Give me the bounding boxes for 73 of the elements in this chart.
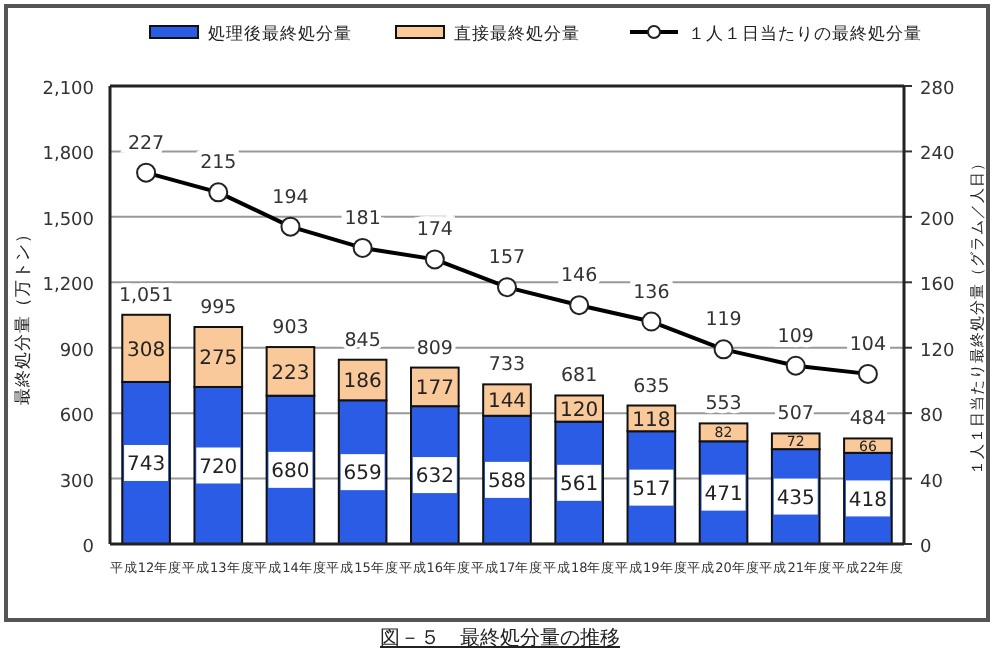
y-tick-label: 300 xyxy=(59,472,95,493)
data-label: 177 xyxy=(415,378,454,401)
y-tick-label: 1,800 xyxy=(42,145,95,166)
data-label: 120 xyxy=(560,399,599,422)
data-label: 181 xyxy=(344,207,381,230)
data-label: 109 xyxy=(777,325,814,348)
data-label: 119 xyxy=(705,309,742,332)
y-tick-label: 0 xyxy=(82,538,95,558)
data-label: 186 xyxy=(343,371,382,394)
point xyxy=(713,339,734,360)
y2-tick-label: 0 xyxy=(920,538,932,558)
data-label: 227 xyxy=(127,132,165,155)
text: 図－５ 最終処分量の推移 xyxy=(380,626,620,650)
legend-label: 処理後最終処分量 xyxy=(208,23,352,45)
total-label: 681 xyxy=(561,365,598,388)
data-label: 144 xyxy=(487,391,527,414)
y-tick-label: 900 xyxy=(59,341,95,362)
data-label: 743 xyxy=(127,454,166,477)
data-label: 275 xyxy=(199,348,238,371)
legend-label: 直接最終処分量 xyxy=(454,23,580,45)
data-label: 215 xyxy=(200,152,237,175)
data-label: 471 xyxy=(704,483,743,506)
total-label: 845 xyxy=(344,329,381,352)
data-label: 194 xyxy=(272,186,309,209)
y-tick-label: 1,200 xyxy=(42,276,95,297)
total-label: 809 xyxy=(416,337,453,360)
data-label: 680 xyxy=(271,461,310,484)
data-label: 632 xyxy=(415,466,454,489)
data-label: 561 xyxy=(560,474,599,497)
y2-tick-label: 240 xyxy=(920,145,955,166)
total-label: 733 xyxy=(488,354,526,377)
y2-tick-label: 80 xyxy=(920,407,944,428)
data-label: 517 xyxy=(632,478,671,501)
y2-tick-label: 120 xyxy=(920,341,955,362)
data-label: 659 xyxy=(343,463,382,486)
data-label: 136 xyxy=(633,281,670,304)
data-label: 435 xyxy=(776,487,815,510)
y2-tick-label: 160 xyxy=(920,276,955,297)
point xyxy=(569,295,590,316)
data-label: 174 xyxy=(416,219,453,242)
total-label: 507 xyxy=(777,403,814,426)
data-label: 146 xyxy=(561,265,598,288)
y2-tick-label: 200 xyxy=(920,210,955,231)
total-label: 1,051 xyxy=(118,284,174,307)
data-label: 720 xyxy=(199,456,238,479)
y2-tick-label: 40 xyxy=(920,472,944,493)
data-label: 118 xyxy=(632,409,671,432)
point xyxy=(785,355,806,376)
point xyxy=(352,237,373,258)
y-tick-label: 600 xyxy=(59,407,95,428)
y-axis-title: 最終処分量（万トン） xyxy=(12,225,34,405)
data-label: 588 xyxy=(487,471,527,494)
point xyxy=(857,363,878,384)
data-label: 104 xyxy=(849,333,887,356)
data-label: 418 xyxy=(848,489,887,512)
data-label: 223 xyxy=(271,362,310,385)
point xyxy=(497,277,517,298)
data-label: 157 xyxy=(488,247,526,270)
y2-tick-label: 280 xyxy=(920,80,955,100)
total-label: 553 xyxy=(705,393,742,416)
total-label: 635 xyxy=(633,375,670,398)
point xyxy=(136,162,157,183)
y-tick-label: 1,500 xyxy=(42,210,95,231)
point xyxy=(208,182,229,203)
total-label: 995 xyxy=(200,297,237,319)
data-label: 308 xyxy=(127,339,166,362)
total-label: 484 xyxy=(849,408,887,431)
point xyxy=(424,249,445,270)
y-tick-label: 2,100 xyxy=(42,80,95,100)
point xyxy=(641,311,662,332)
total-label: 903 xyxy=(272,317,309,340)
point xyxy=(280,216,301,237)
legend-label: １人１日当たりの最終処分量 xyxy=(688,23,922,45)
